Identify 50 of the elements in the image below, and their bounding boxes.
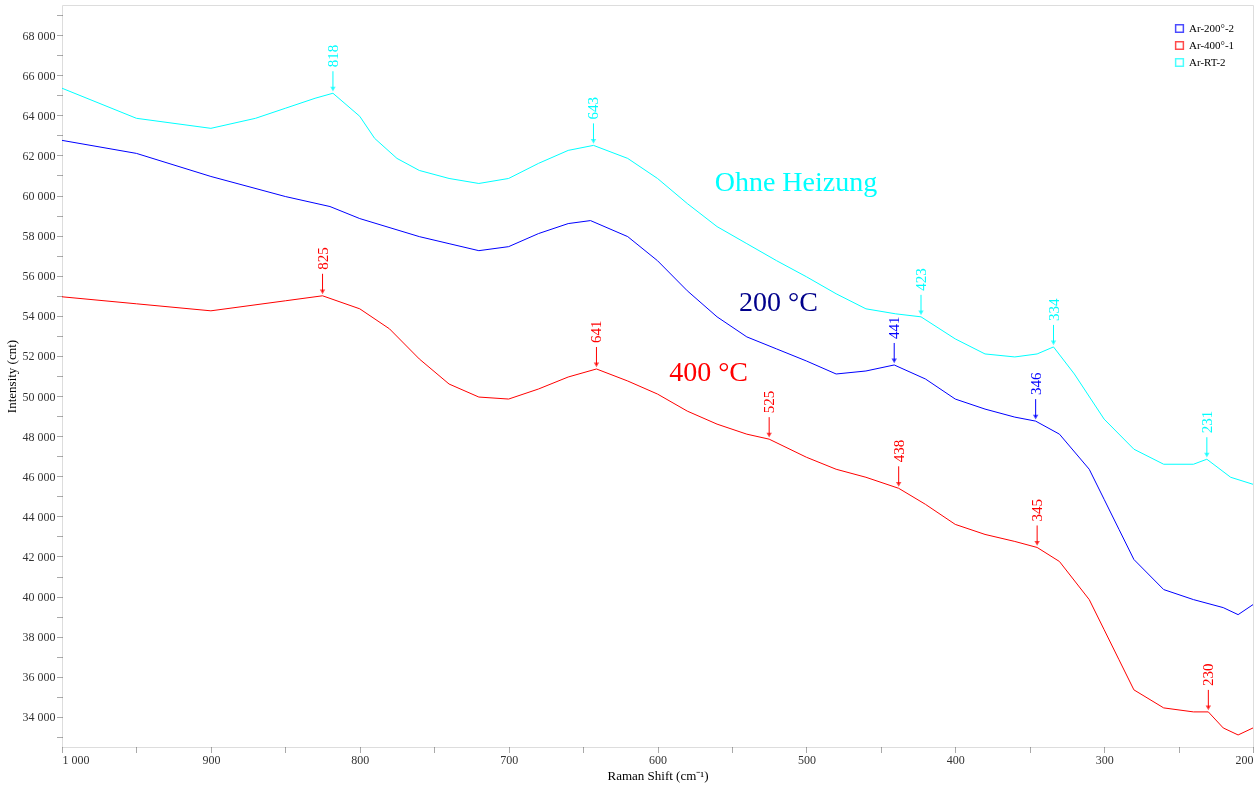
- y-tick-label: 60 000: [22, 189, 56, 204]
- y-tick-label: 38 000: [22, 630, 56, 645]
- annotation: 441: [886, 316, 903, 339]
- annotation: 525: [761, 390, 778, 414]
- y-tick-label: 48 000: [22, 429, 56, 444]
- y-tick-label: 50 000: [22, 389, 56, 404]
- annotation: Ohne Heizung: [714, 166, 878, 198]
- y-tick-label: 44 000: [22, 509, 56, 524]
- annotation: 345: [1029, 498, 1046, 522]
- x-tick-label: 600: [649, 752, 667, 767]
- annotation: 641: [588, 320, 605, 343]
- y-tick-label: 66 000: [22, 68, 56, 83]
- y-axis-title: Intensity (cnt): [3, 339, 19, 414]
- annotation: 818: [324, 44, 341, 68]
- x-tick-label: 300: [1095, 752, 1114, 767]
- y-tick-label: 34 000: [22, 710, 56, 725]
- x-tick-label: 200: [1235, 752, 1254, 767]
- y-tick-label: 68 000: [22, 28, 56, 43]
- y-tick-label: 42 000: [22, 549, 56, 564]
- annotation: 825: [314, 247, 331, 270]
- y-tick-label: 62 000: [22, 148, 56, 163]
- annotation: 334: [1045, 297, 1062, 321]
- y-tick-label: 40 000: [22, 590, 56, 605]
- x-tick-label: 700: [500, 752, 519, 767]
- annotation: 230: [1200, 663, 1217, 686]
- y-tick-label: 56 000: [22, 269, 56, 284]
- x-tick-label: 900: [202, 752, 221, 767]
- x-tick-label: 400: [946, 752, 965, 767]
- y-tick-label: 46 000: [22, 469, 56, 484]
- y-tick-label: 36 000: [22, 670, 56, 685]
- annotation: 643: [585, 96, 602, 120]
- annotation: 346: [1027, 372, 1044, 396]
- line-series: [61, 87, 1254, 485]
- annotation: 200 °C: [739, 286, 818, 318]
- x-axis-title: Raman Shift (cm⁻¹): [607, 767, 709, 783]
- y-tick-label: 52 000: [22, 349, 56, 364]
- x-tick-label: 500: [797, 752, 816, 767]
- y-tick-label: 64 000: [22, 108, 56, 123]
- y-tick-label: 58 000: [22, 229, 56, 244]
- y-tick-label: 54 000: [22, 309, 56, 324]
- annotation: 231: [1198, 410, 1215, 434]
- x-tick-label: 1 000: [62, 752, 90, 767]
- line-series: [61, 139, 1254, 616]
- annotation: 423: [913, 268, 930, 291]
- legend-label: Ar-200°-2: [1189, 21, 1235, 34]
- legend-label: Ar-RT-2: [1189, 55, 1226, 68]
- x-tick-label: 800: [351, 752, 370, 767]
- annotation: 438: [890, 439, 907, 463]
- legend-label: Ar-400°-1: [1189, 38, 1235, 51]
- annotation: 400 °C: [669, 355, 749, 387]
